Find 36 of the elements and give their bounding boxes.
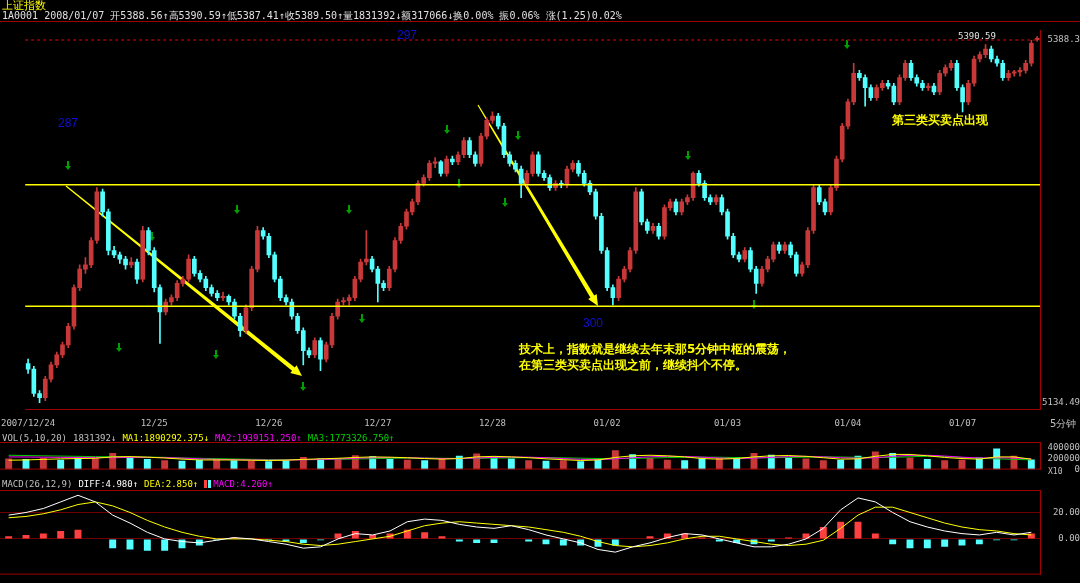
annotation: 第三类买卖点出现 bbox=[892, 113, 988, 127]
x-tick-label: 12/28 bbox=[478, 417, 507, 428]
annotation: 1831392↓ bbox=[73, 433, 117, 443]
x-tick-label: 12/25 bbox=[140, 417, 168, 428]
chart-title: VOL(5,10,20) bbox=[2, 433, 68, 443]
y-tick-label: 0 bbox=[1074, 463, 1080, 474]
text: X10 bbox=[1048, 466, 1063, 477]
chart-subtitle: 1A0001 2008/01/07 开5388.56↑高5390.59↑低5387.41↑收5389.50↑量1831392↓额317066↓换0.00% 振0.06% 涨(1.25)0.02% bbox=[2, 10, 622, 21]
text: DEA:2.850↑ bbox=[144, 479, 199, 489]
x-tick-label: 2007/12/24 bbox=[1, 417, 56, 428]
y-tick-label: 200000 bbox=[1047, 452, 1080, 463]
x-tick-label: 01/03 bbox=[713, 417, 742, 428]
y-tick-label: 5388.3 bbox=[1047, 34, 1080, 45]
annotation: 技术上，指数就是继续去年末那5分钟中枢的震荡， bbox=[519, 342, 792, 356]
x-tick-label: 01/07 bbox=[949, 417, 977, 428]
x-tick-label: 01/02 bbox=[593, 417, 621, 428]
series-label: DIFF:4.980↑ bbox=[78, 479, 139, 489]
y-tick-label: 20.00 bbox=[1052, 506, 1080, 517]
series-label: MA2:1939151.250↑ bbox=[215, 433, 302, 443]
chart-title: MACD(26,12,9) bbox=[2, 479, 73, 489]
series-label: MA1:1890292.375↓ bbox=[122, 433, 210, 443]
y-tick-label: 0.00 bbox=[1058, 533, 1080, 544]
annotation: 287 bbox=[58, 116, 79, 130]
legend-label: MACD:4.260↑ bbox=[213, 479, 273, 489]
annotation: 300 bbox=[583, 316, 604, 330]
text: 5分钟 bbox=[1050, 418, 1077, 429]
annotation: 297 bbox=[397, 28, 418, 42]
x-tick-label: 12/27 bbox=[364, 417, 392, 428]
x-tick-label: 01/04 bbox=[834, 417, 862, 428]
annotation: 在第三类买卖点出现之前，继续抖个不停。 bbox=[519, 358, 747, 372]
y-tick-label: 5134.49 bbox=[1042, 397, 1080, 408]
annotation: 5390.59 bbox=[958, 30, 996, 42]
y-tick-label: 400000 bbox=[1047, 441, 1080, 452]
x-tick-label: 12/26 bbox=[255, 417, 283, 428]
chart-title: 上证指数 bbox=[2, 0, 46, 12]
series-label: MA3:1773326.750↑ bbox=[307, 433, 395, 443]
